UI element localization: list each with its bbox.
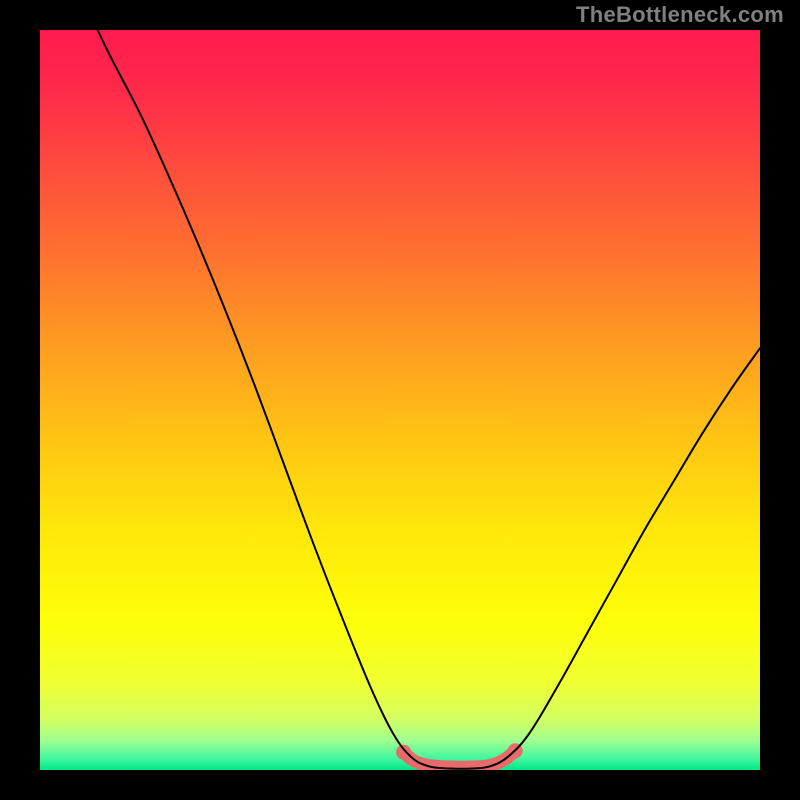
plot-area [40, 30, 760, 770]
chart-container: TheBottleneck.com [0, 0, 800, 800]
plot-svg [40, 30, 760, 770]
watermark-text: TheBottleneck.com [576, 2, 784, 28]
valley-highlight-dot-left [396, 745, 411, 760]
gradient-background [40, 30, 760, 770]
